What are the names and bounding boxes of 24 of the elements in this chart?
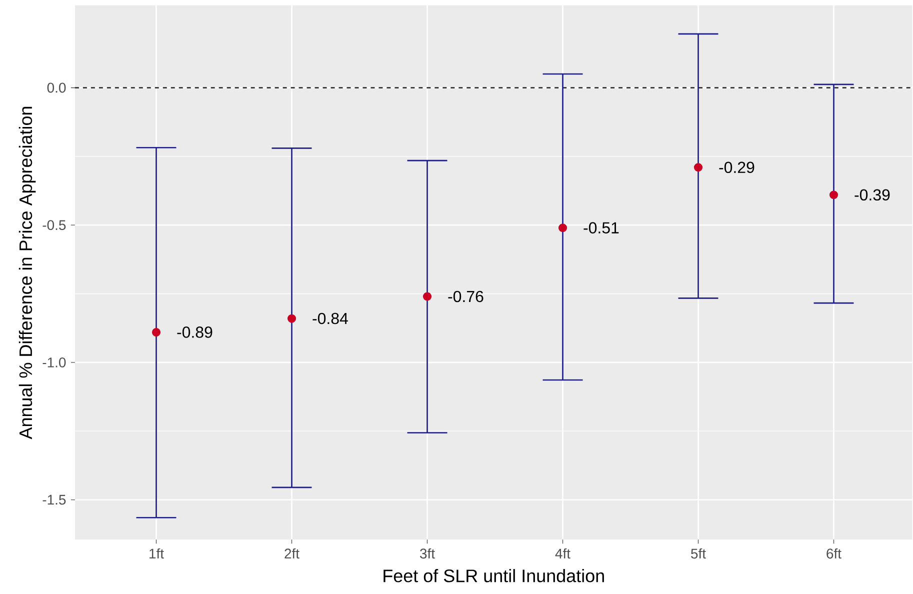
data-label: -0.39 [854, 189, 890, 201]
point [422, 292, 432, 301]
x-tick-label: 3ft [420, 548, 435, 559]
x-tick-label: 2ft [284, 548, 300, 559]
y-tick-label: -0.5 [42, 220, 66, 230]
x-tick-label: 6ft [826, 548, 842, 559]
point [829, 190, 838, 200]
point [287, 314, 296, 323]
y-tick-label: -1.5 [42, 495, 66, 505]
y-tick-label: 0.0 [47, 83, 66, 93]
data-label: -0.29 [719, 162, 754, 174]
x-axis-title: Feet of SLR until Inundation [384, 569, 604, 582]
y-tick-label: -1.0 [42, 358, 66, 368]
x-tick-label: 4ft [555, 548, 570, 559]
point [694, 163, 703, 172]
x-tick-label: 1ft [150, 548, 164, 559]
x-tick-label: 5ft [691, 548, 706, 559]
data-label: -0.84 [312, 313, 348, 324]
y-axis-title: Annual % Difference in Price Appreciation [18, 107, 36, 440]
data-label: -0.76 [448, 291, 484, 302]
point [558, 224, 568, 232]
data-label: -0.51 [584, 222, 619, 234]
data-label: -0.89 [177, 326, 212, 338]
point [152, 328, 161, 337]
